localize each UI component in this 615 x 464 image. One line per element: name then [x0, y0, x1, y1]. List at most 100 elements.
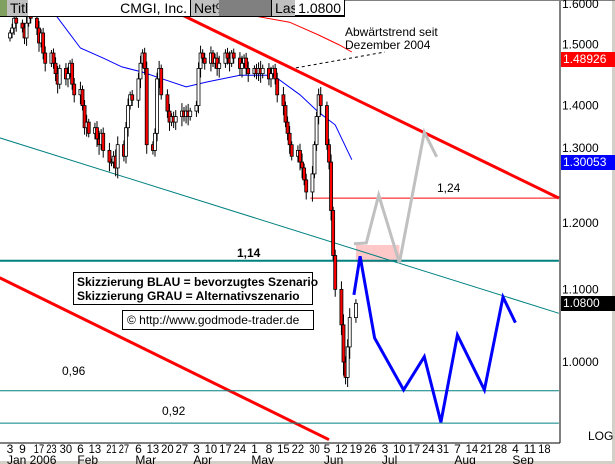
x-month-label: Sep: [512, 453, 534, 464]
x-month-label: Jun: [324, 453, 343, 464]
x-tick-label: 14: [466, 442, 479, 456]
candle-body: [331, 210, 336, 256]
candle-body: [142, 52, 147, 69]
candle-body: [107, 150, 112, 163]
candle-body: [329, 161, 333, 211]
candle-body: [339, 288, 344, 326]
candle-body: [8, 32, 12, 39]
x-tick-label: 24: [234, 442, 247, 456]
candle-body: [35, 17, 39, 29]
moving-average-blue: [55, 14, 353, 160]
x-tick-label: 5: [324, 442, 331, 456]
x-tick-label: 27: [119, 442, 130, 456]
x-tick-label: 6: [77, 442, 84, 456]
candle-body: [80, 89, 85, 107]
x-month-label: Jul: [382, 453, 397, 464]
candle-body: [318, 94, 323, 107]
scenario-blue-path: [352, 255, 517, 423]
candle-body: [240, 62, 244, 69]
candle-body: [345, 346, 350, 378]
x-month-label: Jan 2006: [7, 453, 57, 464]
candle-body: [302, 167, 307, 181]
trendline-teal-diagonal: [0, 137, 560, 314]
x-tick-label: 3: [382, 442, 389, 456]
x-tick-label: 3: [7, 442, 14, 456]
x-tick-label: 22: [292, 442, 305, 456]
candle-body: [24, 22, 29, 39]
title-value: CMGI, Inc.: [28, 0, 191, 16]
candle-body: [354, 302, 358, 318]
x-tick-label: 31: [437, 442, 450, 456]
net-label: Net%: [191, 0, 228, 16]
y-axis-panel: [560, 0, 615, 464]
candle-body: [136, 78, 141, 101]
candle-body: [82, 105, 87, 129]
candle-body: [138, 62, 143, 80]
y-tick-label: 1.6000: [562, 0, 599, 11]
candle-body: [275, 78, 280, 96]
candle-body: [325, 105, 329, 146]
candle-body: [217, 62, 222, 69]
y-tick-label: 1.3000: [562, 141, 599, 155]
candle-body: [198, 52, 203, 69]
candle-body: [298, 150, 302, 163]
x-tick-label: 12: [335, 442, 348, 456]
annotation-connector: [295, 51, 385, 69]
candle-body: [66, 73, 70, 80]
candle-body: [314, 116, 319, 146]
candle-body: [20, 22, 25, 29]
y-tick-label: 1.5000: [562, 38, 599, 52]
trendline-downtrend: [181, 13, 560, 200]
x-month-label: Aug: [454, 453, 475, 464]
x-tick-label: 15: [277, 442, 290, 456]
x-tick-label: 17: [219, 442, 232, 456]
x-tick-label: 9: [19, 442, 26, 456]
candle-body: [300, 161, 304, 169]
candle-body: [260, 68, 265, 75]
candle-body: [273, 68, 278, 80]
x-tick-label: 18: [538, 442, 551, 456]
x-tick-label: 11: [524, 442, 537, 456]
x-tick-label: 21: [106, 442, 117, 456]
candle-body: [333, 255, 338, 290]
x-tick-label: 1: [251, 442, 258, 456]
log-scale-label: LOG: [588, 429, 613, 443]
candle-body: [124, 127, 128, 157]
x-tick-label: 24: [422, 442, 435, 456]
candle-body: [287, 132, 292, 146]
level-label-092: 0,92: [162, 404, 186, 418]
candle-body: [289, 144, 294, 157]
x-tick-label: 7: [454, 442, 461, 456]
candle-body: [144, 68, 149, 146]
x-tick-label: 28: [495, 442, 508, 456]
candle-body: [244, 57, 249, 69]
candle-body: [109, 161, 114, 164]
downtrend-note-line1: Abwärtstrend seit: [345, 25, 438, 39]
legend-blue: Skizzierung BLAU = bevorzugtes Szenario: [77, 275, 319, 289]
candle-body: [153, 132, 157, 151]
x-month-label: Mar: [135, 453, 156, 464]
scenario-gray-path: [353, 127, 439, 264]
candle-body: [281, 94, 286, 107]
candle-body: [200, 52, 205, 59]
x-tick-label: 8: [266, 442, 273, 456]
target-zone: [355, 244, 400, 263]
candle-body: [86, 121, 91, 134]
x-tick-label: 17: [408, 442, 421, 456]
x-tick-label: 20: [161, 442, 174, 456]
y-tick-label: 1.4000: [562, 99, 599, 113]
last-value: 1.0800: [295, 0, 345, 16]
candle-body: [130, 94, 135, 101]
price-tag: 1.0800: [561, 296, 615, 312]
candle-body: [347, 317, 352, 348]
candle-body: [202, 57, 207, 64]
x-tick-label: 10: [393, 442, 406, 456]
candle-body: [57, 68, 62, 85]
x-axis-panel: [0, 444, 615, 464]
x-tick-label: 3: [193, 442, 200, 456]
x-month-label: May: [251, 453, 274, 464]
candle-body: [194, 105, 199, 112]
level-label-114: 1,14: [237, 246, 261, 260]
